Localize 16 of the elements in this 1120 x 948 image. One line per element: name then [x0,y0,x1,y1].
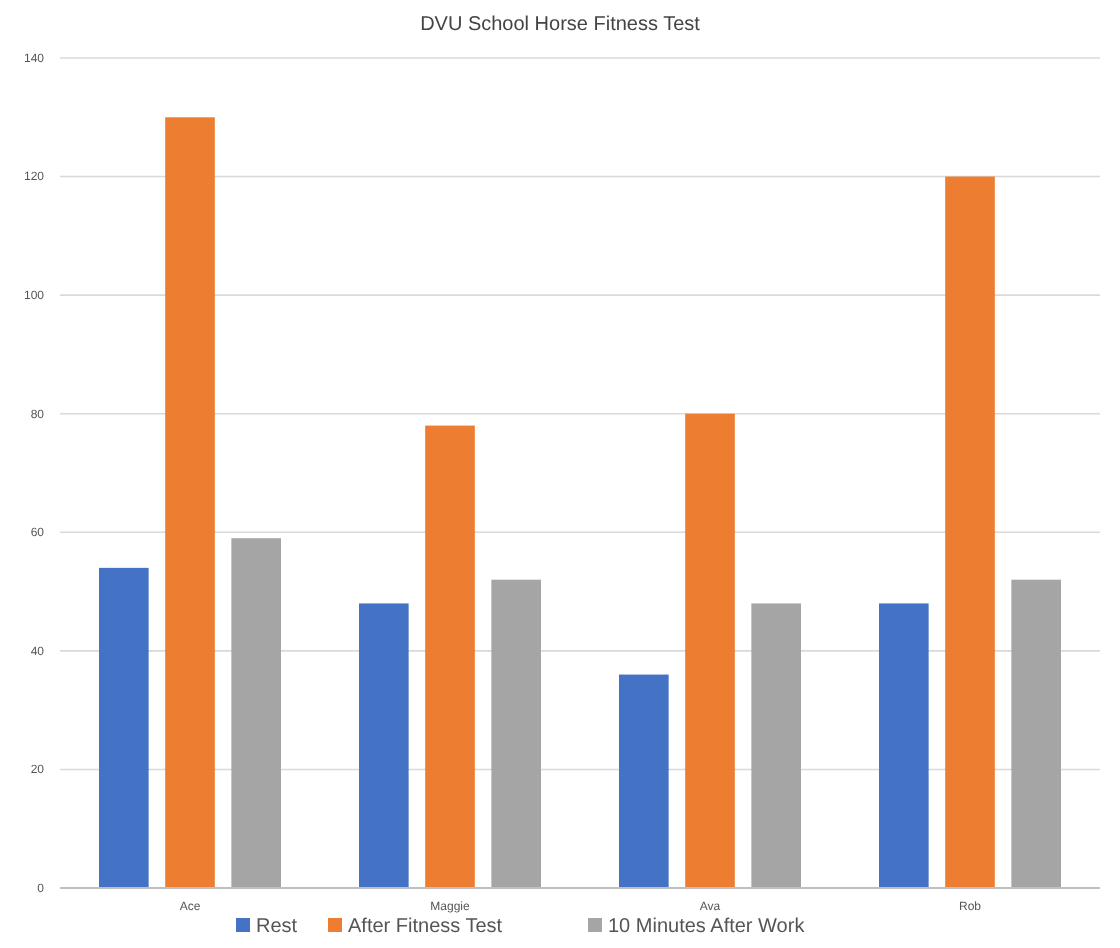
bar [165,117,215,888]
bar [1011,579,1061,888]
legend-label: Rest [256,916,298,938]
bar [619,674,669,888]
chart-title: DVU School Horse Fitness Test [420,14,701,36]
bar [425,425,475,888]
bar [231,538,281,888]
bar [359,603,409,888]
bar [945,176,995,888]
bar [685,413,735,888]
legend-label: After Fitness Test [348,916,503,938]
bar [491,579,541,888]
legend-label: 10 Minutes After Work [608,916,807,938]
bar [99,567,149,888]
bar [751,603,801,888]
bar [879,603,929,888]
